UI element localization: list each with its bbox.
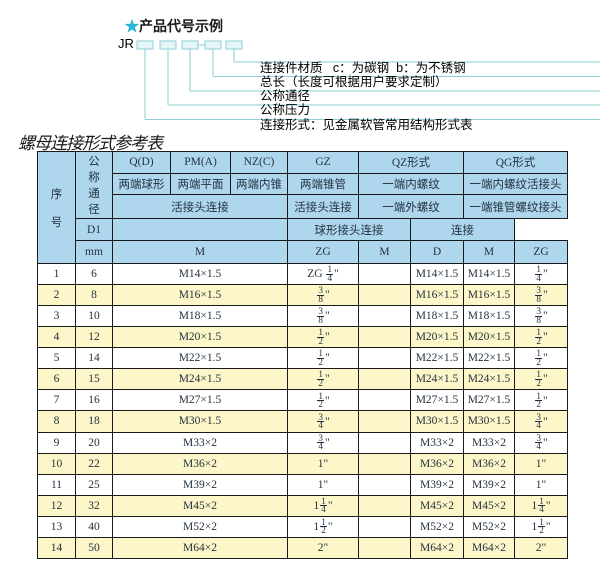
svg-text:JR: JR	[118, 36, 134, 51]
